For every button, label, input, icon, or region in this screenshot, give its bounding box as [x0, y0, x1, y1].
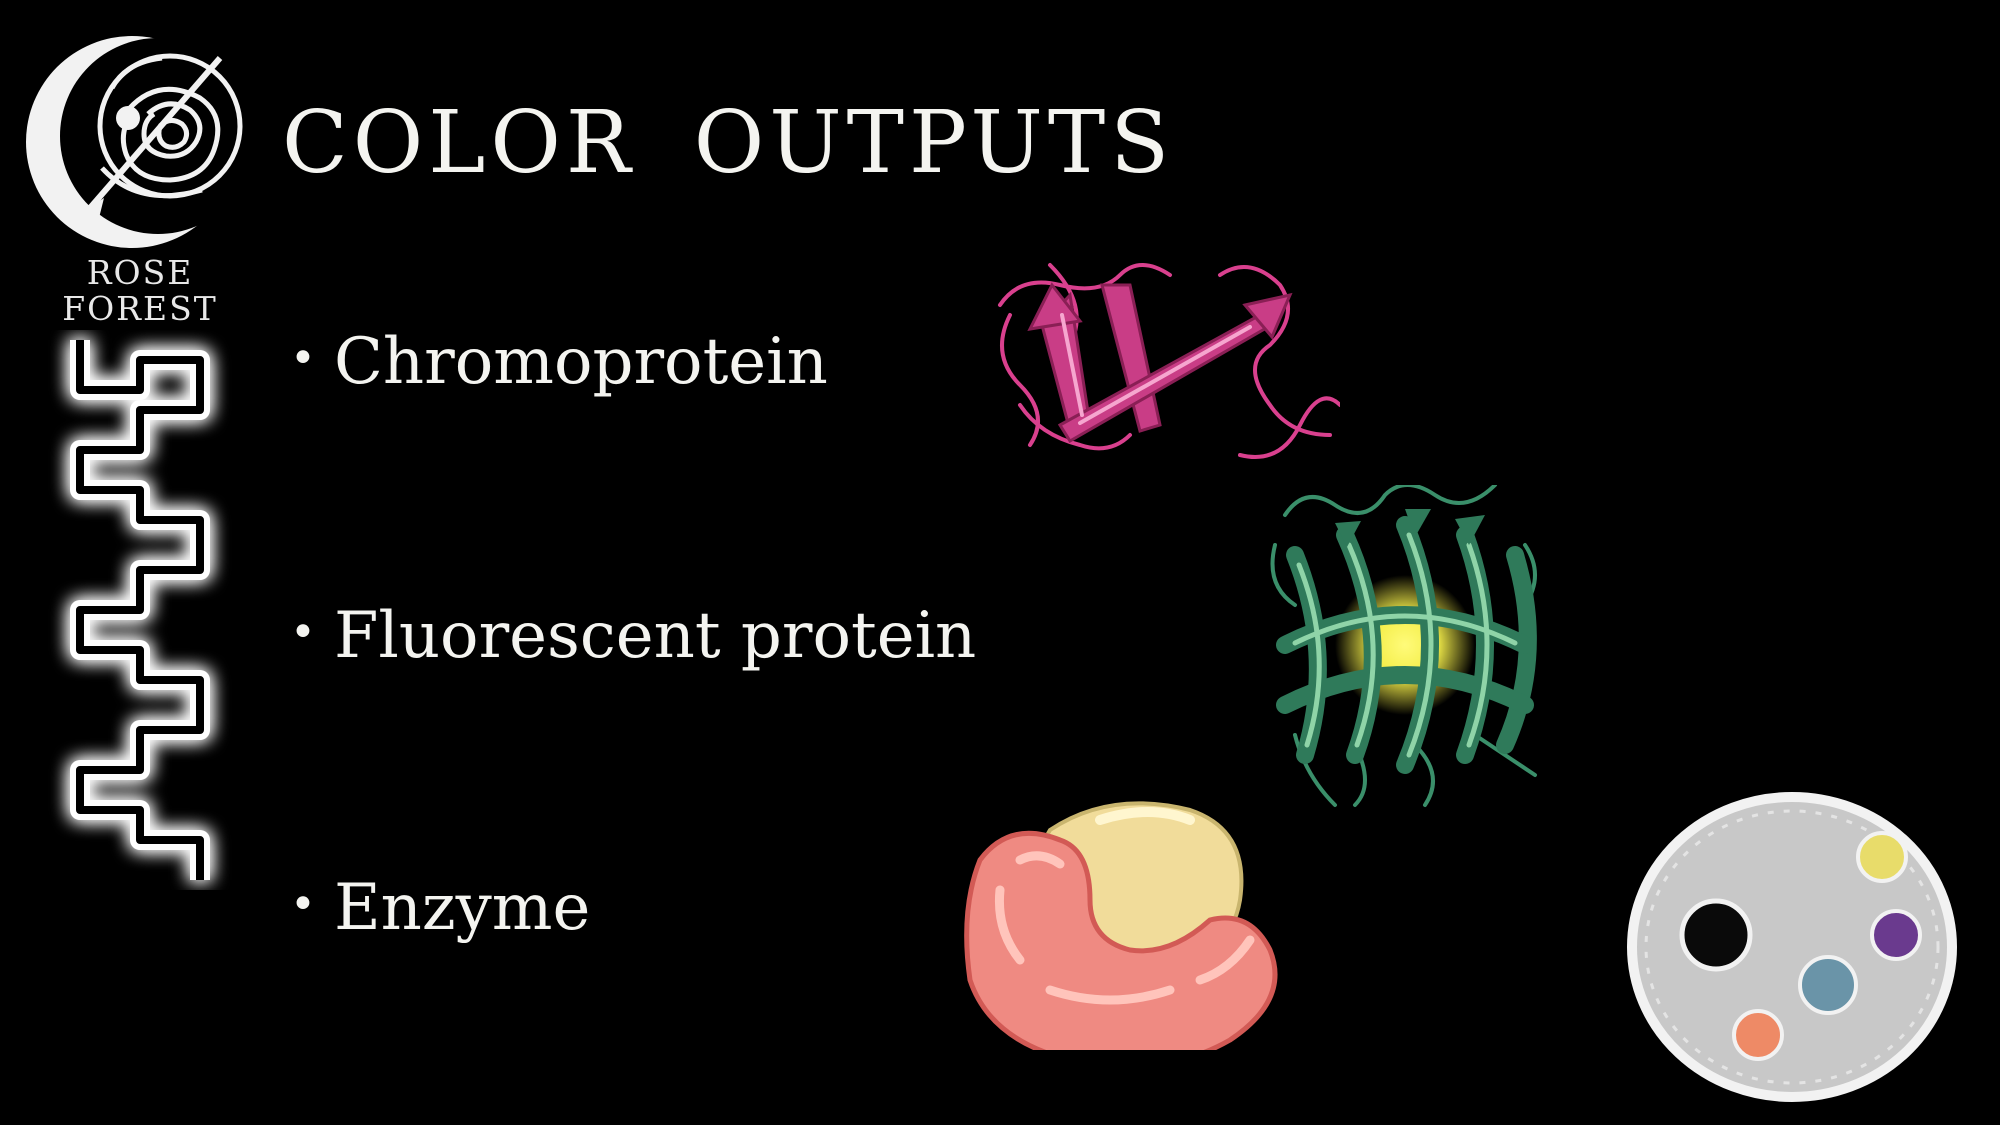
enzyme-blob-icon: [964, 801, 1278, 1050]
bullet-marker: •: [290, 879, 316, 930]
bullet-label: Chromoprotein: [333, 325, 828, 399]
logo-text-rose: ROSE: [86, 253, 194, 292]
bullet-enzyme: • Enzyme: [290, 876, 590, 940]
page-title: COLOR OUTPUTS: [282, 100, 1174, 186]
petri-dish-icon: [1627, 792, 1957, 1102]
bullet-label: Fluorescent protein: [333, 599, 977, 673]
pink-protein-ribbon-icon: [998, 263, 1340, 459]
logo-text-forest: FOREST: [62, 289, 218, 328]
title-word-color: COLOR: [282, 93, 636, 193]
dna-chain-icon: [70, 340, 210, 880]
bullet-chromoprotein: • Chromoprotein: [290, 330, 828, 394]
bullet-marker: •: [290, 333, 316, 384]
title-word-outputs: OUTPUTS: [693, 93, 1175, 193]
bullet-fluorescent-protein: • Fluorescent protein: [290, 604, 976, 668]
moon-rose-logo-icon: [26, 36, 243, 248]
green-barrel-protein-icon: [1270, 485, 1537, 807]
bullet-marker: •: [290, 607, 316, 658]
bullet-label: Enzyme: [333, 871, 591, 945]
